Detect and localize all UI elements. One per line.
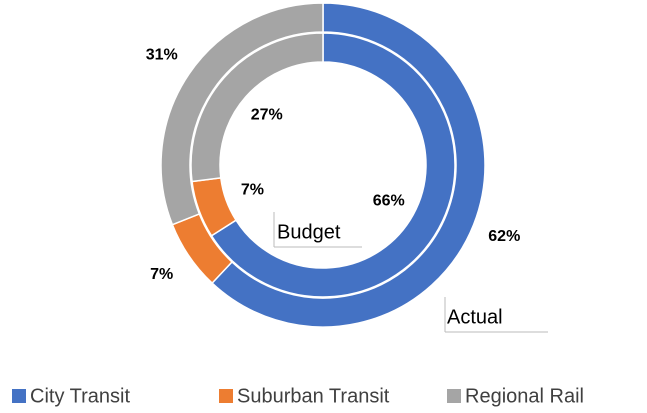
data-label: 7% — [241, 182, 264, 199]
legend-label: Regional Rail — [465, 385, 584, 407]
donut — [160, 2, 486, 328]
legend-label: Suburban Transit — [237, 385, 390, 407]
legend-swatch — [219, 389, 233, 403]
ring-label: Actual — [447, 306, 503, 328]
data-label: 7% — [150, 266, 173, 283]
data-label: 27% — [251, 107, 283, 124]
donut-segment — [160, 2, 324, 226]
data-label: 66% — [373, 192, 405, 209]
legend-label: City Transit — [30, 385, 130, 407]
data-label: 62% — [488, 228, 520, 245]
donut-segment — [211, 2, 486, 328]
data-label: 31% — [146, 47, 178, 64]
legend-swatch — [12, 389, 26, 403]
donut-segment — [210, 32, 456, 298]
ring-label: Budget — [277, 221, 341, 243]
legend-swatch — [447, 389, 461, 403]
donut-segment — [190, 32, 324, 183]
